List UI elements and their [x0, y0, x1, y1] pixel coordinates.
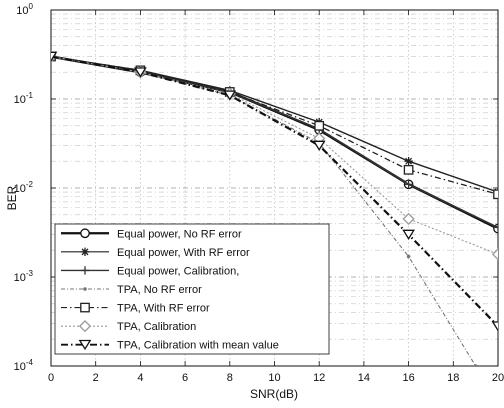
- marker-star: [80, 247, 90, 257]
- marker-circle: [80, 228, 90, 239]
- marker-triangle-down: [134, 67, 147, 78]
- legend-label: TPA, No RF error: [117, 284, 202, 296]
- marker-triangle-down: [223, 90, 237, 101]
- legend-entry: Equal power, No RF error: [61, 228, 242, 240]
- marker-triangle-down: [491, 321, 498, 332]
- legend-entry: TPA, With RF error: [61, 303, 210, 315]
- marker-dot: [473, 364, 478, 366]
- marker-triangle-down: [51, 51, 58, 62]
- x-tick-label: 14: [358, 372, 370, 384]
- marker-dot: [406, 254, 411, 259]
- legend-entry: Equal power, With RF error: [61, 247, 250, 259]
- y-tick-label: 100: [16, 2, 33, 17]
- legend: Equal power, No RF error Equal power, Wit…: [54, 223, 330, 355]
- x-tick-label: 16: [402, 372, 414, 384]
- marker-triangle-down: [78, 339, 92, 351]
- y-tick-label: 10-2: [14, 180, 34, 195]
- x-tick-label: 4: [137, 372, 143, 384]
- y-tick-label: 10-1: [14, 91, 34, 106]
- legend-entry: TPA, Calibration with mean value: [61, 340, 279, 352]
- legend-entry: Equal power, Calibration,: [61, 265, 239, 277]
- marker-square: [403, 164, 414, 175]
- legend-label: TPA, With RF error: [117, 303, 210, 315]
- legend-label: TPA, Calibration with mean value: [117, 340, 279, 352]
- legend-label: Equal power, No RF error: [117, 228, 242, 240]
- marker-diamond: [402, 212, 415, 225]
- marker-plus: [493, 223, 498, 232]
- marker-plus: [80, 266, 90, 275]
- marker-diamond: [78, 320, 92, 333]
- x-tick-label: 10: [268, 372, 280, 384]
- series-line-6: [51, 55, 498, 255]
- marker-triangle-down: [312, 140, 326, 151]
- legend-label: TPA, Calibration: [117, 321, 196, 333]
- marker-square: [493, 189, 498, 200]
- x-tick-label: 8: [227, 372, 233, 384]
- x-tick-label: 18: [447, 372, 459, 384]
- series-line-2: [51, 55, 498, 193]
- legend-entry: TPA, Calibration: [61, 320, 196, 333]
- x-tick-label: 20: [492, 372, 504, 384]
- x-axis-label: SNR(dB): [250, 387, 298, 401]
- x-tick-label: 12: [313, 372, 325, 384]
- legend-label: Equal power, Calibration,: [117, 265, 239, 277]
- y-axis-label: BER: [5, 185, 19, 210]
- x-tick-label: 0: [48, 372, 54, 384]
- series-layer: [51, 50, 498, 366]
- marker-square: [314, 120, 325, 131]
- marker-triangle-down: [402, 229, 415, 240]
- legend-label: Equal power, With RF error: [117, 247, 250, 259]
- y-tick-label: 10-4: [14, 358, 34, 373]
- marker-dot: [83, 287, 87, 291]
- marker-square: [80, 302, 90, 313]
- y-tick-label: 10-3: [14, 269, 34, 284]
- x-tick-label: 2: [93, 372, 99, 384]
- x-tick-label: 6: [182, 372, 188, 384]
- series-line-7: [51, 55, 498, 327]
- marker-diamond: [491, 248, 498, 261]
- marker-star: [404, 157, 413, 166]
- legend-entry: TPA, No RF error: [61, 284, 202, 296]
- marker-plus: [404, 180, 413, 189]
- series-line-5: [51, 55, 498, 195]
